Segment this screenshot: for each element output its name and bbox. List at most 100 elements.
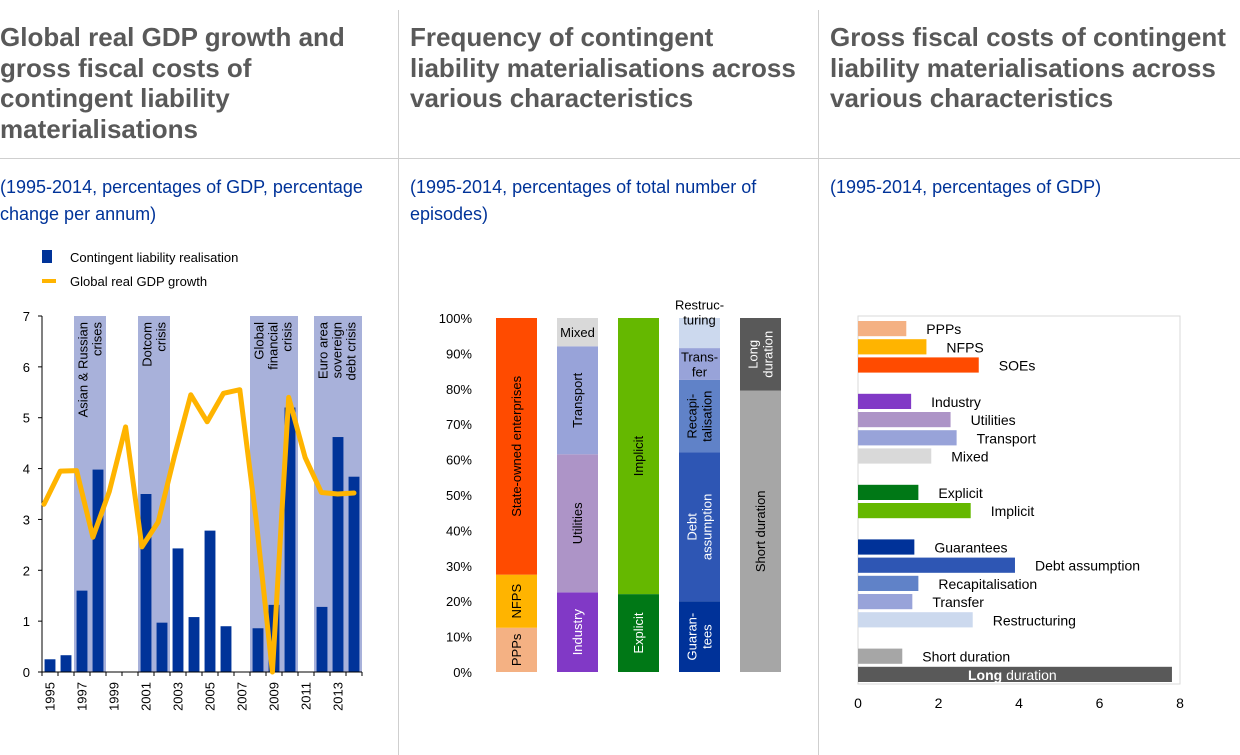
- x-tick-label: 2009: [267, 682, 282, 711]
- segment-label: Trans-: [681, 350, 718, 365]
- bar-1997: [77, 591, 88, 672]
- segment-label: PPPs: [509, 633, 524, 666]
- hbar-label-bold: Long: [968, 667, 1002, 683]
- hbar-utilities: [858, 412, 951, 427]
- bar-2013: [333, 437, 344, 672]
- segment-label: Recapi-: [685, 394, 700, 439]
- y-tick-label: 100%: [439, 311, 473, 326]
- x-tick-label: 0: [854, 695, 862, 711]
- crisis-label-line: crises: [90, 322, 105, 356]
- x-tick-label: 2011: [299, 682, 314, 710]
- hbar-debt-assumption: [858, 558, 1015, 573]
- x-tick-label: 1995: [43, 682, 58, 711]
- chart-1-legend: Contingent liability realisation Global r…: [42, 250, 238, 289]
- x-tick-label: 2007: [235, 682, 250, 711]
- bar-2006: [221, 626, 232, 672]
- hbar-label: SOEs: [999, 358, 1036, 374]
- segment-label: Guaran-: [685, 613, 700, 661]
- y-tick-label: 5: [23, 411, 30, 426]
- hbar-mixed: [858, 448, 931, 463]
- x-tick-label: 2003: [171, 682, 186, 711]
- hbar-label: Transport: [977, 430, 1037, 446]
- hbar-label: Utilities: [971, 412, 1016, 428]
- hbar-label: Implicit: [991, 503, 1035, 519]
- y-tick-label: 6: [23, 360, 30, 375]
- y-tick-label: 4: [23, 462, 30, 477]
- legend-label-bars: Contingent liability realisation: [70, 250, 238, 265]
- hbar-label: Short duration: [922, 649, 1010, 665]
- y-tick-label: 50%: [446, 488, 472, 503]
- segment-label: Mixed: [560, 325, 595, 340]
- crisis-label-line: Global: [252, 322, 267, 360]
- bar-2003: [173, 548, 184, 672]
- crisis-label-line: Euro area: [316, 321, 331, 379]
- legend-swatch-bars: [42, 250, 52, 263]
- segment-label: Industry: [570, 609, 585, 656]
- chart-gdp-growth-and-costs: Contingent liability realisationGlobal r…: [0, 0, 398, 755]
- y-tick-label: 60%: [446, 453, 472, 468]
- chart-costs-horizontal: PPPsNFPSSOEsIndustryUtilitiesTransportMi…: [818, 0, 1240, 755]
- x-tick-label: 1999: [107, 682, 122, 711]
- hbar-label: Explicit: [938, 485, 982, 501]
- segment-label: Debt: [685, 513, 700, 541]
- crisis-label-line: sovereign: [330, 322, 345, 378]
- x-tick-label: 6: [1096, 695, 1104, 711]
- panel-frequency: Frequency of contingent liability materi…: [398, 0, 818, 755]
- hbar-transport: [858, 430, 957, 445]
- segment-label: Implicit: [631, 435, 646, 476]
- bar-2001: [141, 494, 152, 672]
- segment-label: State-owned enterprises: [509, 375, 524, 516]
- y-tick-label: 40%: [446, 523, 472, 538]
- bar-2002: [157, 623, 168, 672]
- segment-label: Explicit: [631, 612, 646, 654]
- stacked-column-5: Short duration Long duration: [740, 318, 781, 672]
- crisis-label-line: crisis: [154, 322, 169, 352]
- segment-label: talisation: [700, 391, 715, 442]
- hbar-label: Restructuring: [993, 612, 1076, 628]
- stacked-column-2: Industry Utilities Transport Mixed: [557, 318, 598, 672]
- y-tick-label: 10%: [446, 630, 472, 645]
- y-tick-label: 7: [23, 309, 30, 324]
- hbar-label: Transfer: [932, 594, 984, 610]
- chart-frequency-stacked: 0% 10% 20% 30% 40% 50% 60% 70% 80% 90% 100% PPPs NFP…: [398, 0, 818, 755]
- x-tick-label: 1997: [75, 682, 90, 711]
- x-tick-label: 2013: [331, 682, 346, 711]
- x-tick-label: 4: [1015, 695, 1023, 711]
- stacked-column-1: PPPs NFPS State-owned enterprises: [496, 318, 537, 672]
- segment-label: Restruc-: [675, 298, 724, 313]
- segment-label: fer: [692, 365, 708, 380]
- segment-label: Long: [746, 340, 761, 369]
- hbar-nfps: [858, 339, 926, 354]
- hbar-label: NFPS: [946, 339, 983, 355]
- bar-2004: [189, 617, 200, 672]
- segment-label: turing: [683, 313, 716, 328]
- x-tick-label: 8: [1176, 695, 1184, 711]
- hbar-label: Mixed: [951, 449, 988, 465]
- stacked-column-4: Guaran-tees Debt assumption Recapi-talisati…: [675, 298, 724, 673]
- y-tick-label: 0: [23, 665, 30, 680]
- crisis-label-line: debt crisis: [344, 322, 359, 381]
- hbar-implicit: [858, 503, 971, 518]
- segment-label: Utilities: [570, 502, 585, 544]
- y-tick-label: 2: [23, 563, 30, 578]
- hbar-label: Guarantees: [934, 540, 1007, 556]
- segment-label: assumption: [700, 494, 715, 560]
- bar-group-4: Guarantees Debt assumption Recapitalisatio…: [858, 539, 1140, 628]
- segment-label: tees: [700, 624, 715, 649]
- bar-group-2: Industry Utilities Transport Mixed: [858, 394, 1036, 465]
- y-tick-label: 0%: [453, 665, 472, 680]
- hbar-label: Industry: [931, 394, 981, 410]
- segment-label: Transport: [570, 372, 585, 428]
- y-tick-label: 1: [23, 614, 30, 629]
- hbar-label: Debt assumption: [1035, 558, 1140, 574]
- hbar-recapitalisation: [858, 576, 918, 591]
- bar-2012: [317, 607, 328, 672]
- y-tick-label: 20%: [446, 594, 472, 609]
- bar-group-3: Explicit Implicit: [858, 485, 1034, 519]
- bar-1996: [61, 655, 72, 672]
- crisis-label-line: Asian & Russian: [76, 322, 91, 417]
- y-tick-label: 70%: [446, 417, 472, 432]
- segment-label: NFPS: [509, 584, 524, 619]
- bar-2008: [253, 628, 264, 672]
- y-tick-label: 30%: [446, 559, 472, 574]
